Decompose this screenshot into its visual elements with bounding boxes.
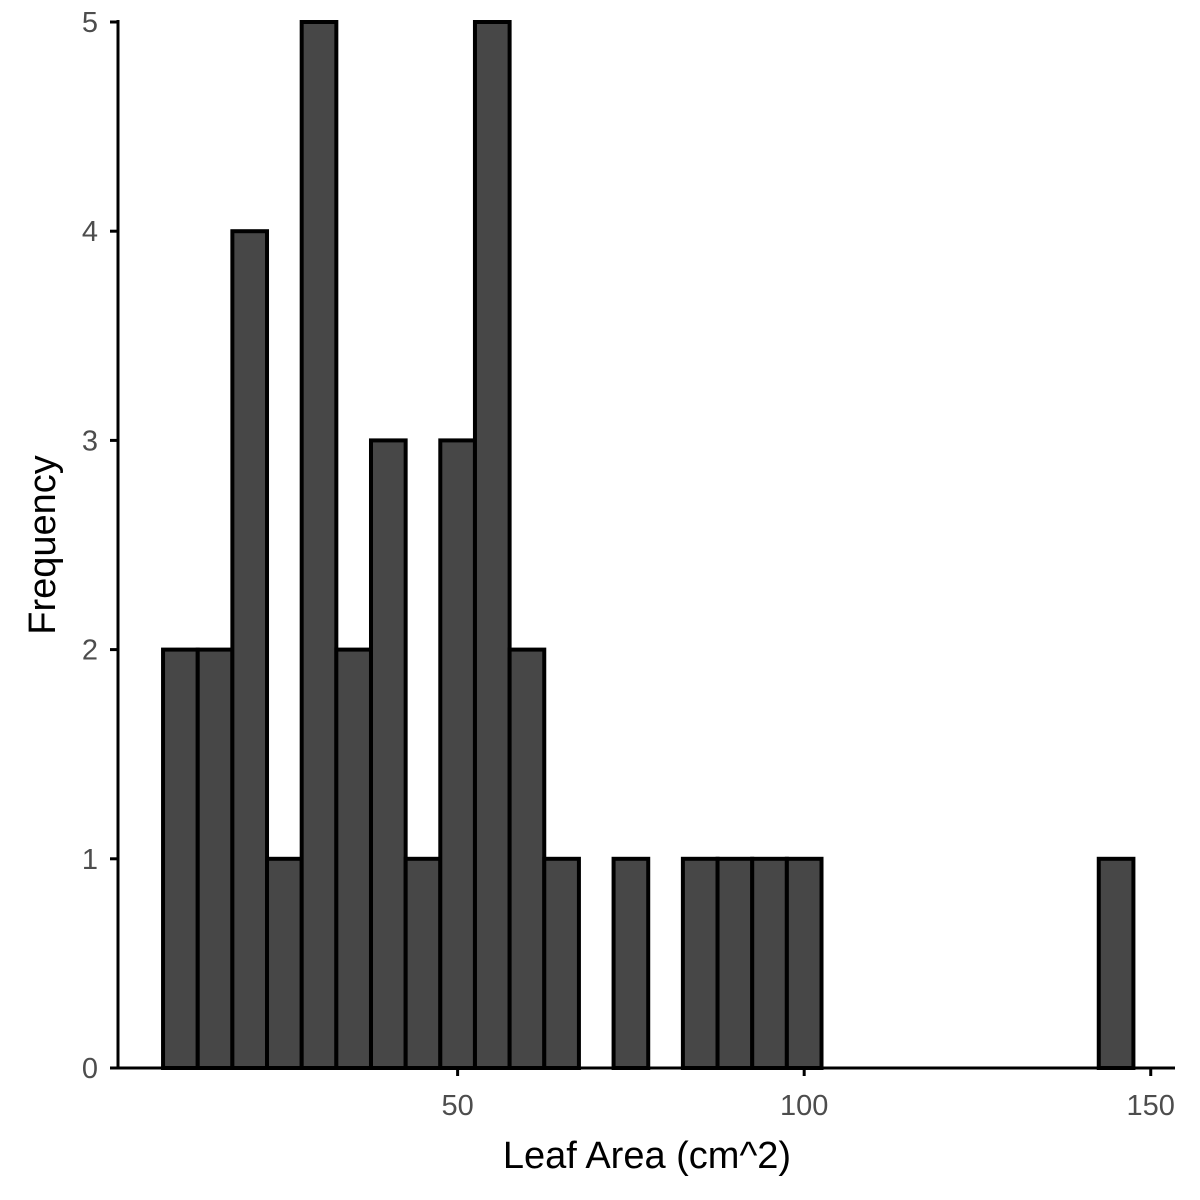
histogram-bar bbox=[472, 20, 512, 1070]
histogram-bar bbox=[403, 856, 443, 1070]
y-tick-label: 2 bbox=[82, 635, 98, 667]
x-tick-label: 50 bbox=[441, 1090, 473, 1122]
histogram-bar bbox=[299, 20, 339, 1070]
histogram-bar bbox=[334, 647, 373, 1070]
bars-layer bbox=[161, 20, 1136, 1070]
x-tick-label: 150 bbox=[1127, 1090, 1175, 1122]
y-tick-label: 4 bbox=[82, 216, 98, 248]
histogram-bar bbox=[750, 856, 789, 1070]
x-tick-label: 100 bbox=[780, 1090, 828, 1122]
histogram-bar bbox=[680, 856, 720, 1070]
histogram-bar bbox=[542, 856, 581, 1070]
histogram-bar bbox=[161, 647, 200, 1070]
y-tick-label: 1 bbox=[82, 844, 98, 876]
histogram-bar bbox=[265, 856, 304, 1070]
histogram-bar bbox=[784, 856, 824, 1070]
y-tick-label: 3 bbox=[82, 425, 98, 457]
x-axis-title: Leaf Area (cm^2) bbox=[503, 1135, 791, 1177]
y-tick-label: 5 bbox=[82, 7, 98, 39]
histogram-bar bbox=[195, 647, 235, 1070]
histogram-bar bbox=[438, 438, 477, 1070]
histogram-bar bbox=[715, 856, 755, 1070]
axes-layer bbox=[116, 20, 1175, 1070]
y-tick-label: 0 bbox=[82, 1053, 98, 1085]
y-axis-title: Frequency bbox=[22, 455, 64, 635]
histogram-bar bbox=[230, 229, 270, 1070]
histogram-bar bbox=[368, 438, 408, 1070]
histogram-bar bbox=[1096, 856, 1136, 1070]
ticks-layer: 0 1 2 3 4 5 50 100 150 bbox=[82, 7, 1175, 1122]
histogram-bar bbox=[611, 856, 651, 1070]
histogram-bar bbox=[507, 647, 547, 1070]
